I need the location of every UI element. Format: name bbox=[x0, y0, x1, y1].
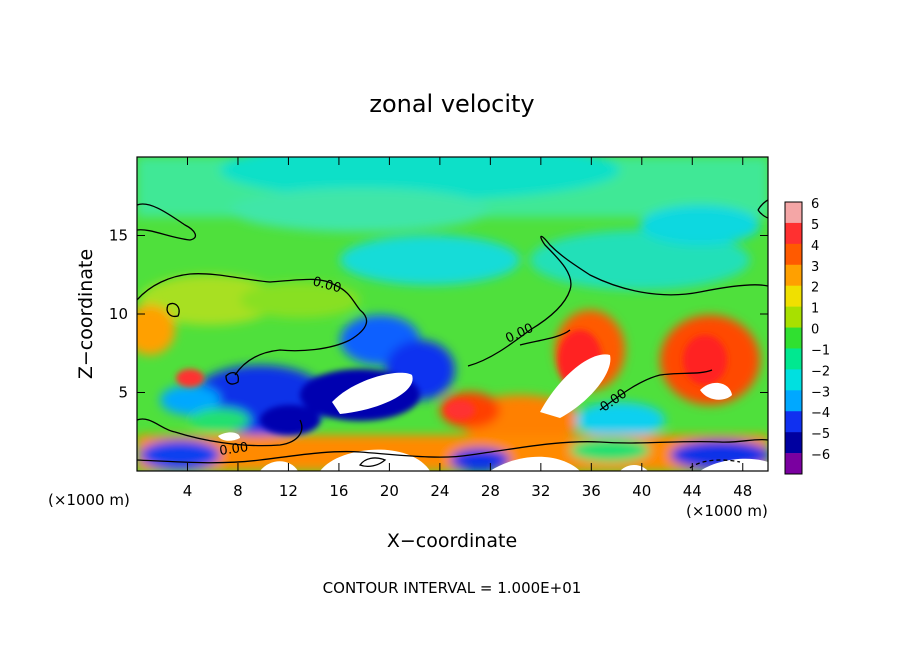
colorbar-label: −2 bbox=[811, 364, 830, 379]
x-unit-left: (×1000 m) bbox=[48, 491, 130, 509]
colorbar-label: 3 bbox=[811, 260, 819, 275]
colorbar-swatch bbox=[785, 285, 802, 307]
zero-contours bbox=[137, 199, 768, 469]
colorbar-swatch bbox=[785, 348, 802, 370]
x-tick-label: 20 bbox=[380, 482, 399, 500]
colorbar-swatch bbox=[785, 453, 802, 475]
y-tick-label: 10 bbox=[109, 305, 128, 323]
velocity-field bbox=[137, 157, 768, 471]
x-tick-label: 12 bbox=[279, 482, 298, 500]
x-tick-label: 44 bbox=[683, 482, 702, 500]
colorbar-swatch bbox=[785, 390, 802, 412]
colorbar-frame bbox=[784, 201, 803, 475]
x-tick-label: 32 bbox=[531, 482, 550, 500]
x-tick-label: 40 bbox=[632, 482, 651, 500]
colorbar-swatch bbox=[785, 306, 802, 328]
contour-label: 0.00 bbox=[218, 440, 249, 459]
chart-title: zonal velocity bbox=[369, 90, 534, 118]
y-axis-label: Z−coordinate bbox=[75, 249, 97, 379]
colorbar-swatch bbox=[785, 222, 802, 245]
colorbar-label: 1 bbox=[811, 302, 819, 317]
x-tick-label: 16 bbox=[329, 482, 348, 500]
colorbar-swatch bbox=[785, 202, 802, 224]
colorbar-label: 6 bbox=[811, 197, 819, 212]
colorbar-label: −3 bbox=[811, 385, 830, 400]
x-tick-label: 28 bbox=[481, 482, 500, 500]
colorbar-label: −4 bbox=[811, 406, 830, 421]
colorbar-swatch bbox=[785, 369, 802, 391]
x-axis-label: X−coordinate bbox=[387, 530, 517, 552]
x-unit-right: (×1000 m) bbox=[686, 502, 768, 520]
colorbar-swatch bbox=[785, 264, 802, 286]
colorbar-label: −6 bbox=[811, 448, 830, 463]
colorbar-swatch bbox=[785, 243, 802, 266]
x-tick-label: 36 bbox=[582, 482, 601, 500]
colorbar-label: 4 bbox=[811, 239, 819, 254]
contour-interval-note: CONTOUR INTERVAL = 1.000E+01 bbox=[323, 579, 582, 597]
colorbar-label: −5 bbox=[811, 427, 830, 442]
x-tick-label: 8 bbox=[233, 482, 243, 500]
x-tick-label: 48 bbox=[733, 482, 752, 500]
colorbar-label: 2 bbox=[811, 281, 819, 296]
colorbar-swatch bbox=[785, 327, 802, 349]
y-tick-label: 5 bbox=[118, 384, 128, 402]
x-tick-label: 24 bbox=[430, 482, 449, 500]
colorbar-label: 0 bbox=[811, 323, 819, 338]
colorbar-label: 5 bbox=[811, 218, 819, 233]
y-tick-label: 15 bbox=[109, 227, 128, 245]
contour-label: 0.00 bbox=[311, 274, 343, 296]
colorbar-swatch bbox=[785, 432, 802, 454]
x-tick-label: 4 bbox=[183, 482, 193, 500]
colorbar-label: −1 bbox=[811, 343, 830, 358]
colorbar-swatch bbox=[785, 411, 802, 433]
colorbar: 6 5 4 3 2 1 0 −1 −2 −3 −4 −5 −6 bbox=[784, 197, 830, 475]
